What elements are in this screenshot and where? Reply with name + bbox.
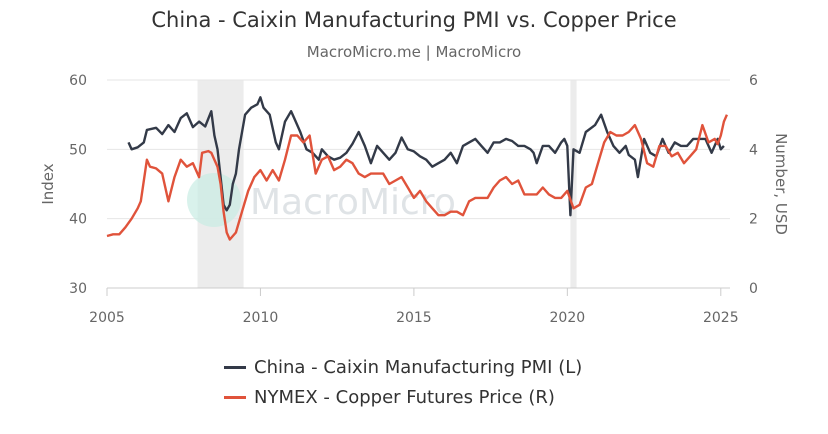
chart-subtitle: MacroMicro.me | MacroMicro xyxy=(306,43,522,61)
line-chart: MacroMicro 30 40 50 60 0 2 4 6 2005 2010 2015 2020 2… xyxy=(39,73,790,326)
legend-label-pmi: China - Caixin Manufacturing PMI (L) xyxy=(254,356,583,378)
y-left-tick-label: 50 xyxy=(69,142,87,158)
x-tick-label: 2020 xyxy=(550,310,586,326)
legend-swatch-pmi xyxy=(224,365,246,369)
y-right-tick-label: 4 xyxy=(749,142,758,158)
x-tick-label: 2010 xyxy=(243,310,279,326)
axes: 30 40 50 60 0 2 4 6 2005 2010 2015 2020 2025 xyxy=(69,73,758,326)
legend: China - Caixin Manufacturing PMI (L) NYM… xyxy=(224,352,582,412)
shaded-period-1 xyxy=(570,80,577,288)
x-tick-label: 2025 xyxy=(703,310,739,326)
y-right-tick-label: 2 xyxy=(749,212,758,228)
legend-item-pmi[interactable]: China - Caixin Manufacturing PMI (L) xyxy=(224,352,582,382)
y-left-tick-label: 60 xyxy=(69,73,87,89)
macromicro-logo-icon xyxy=(187,173,241,227)
legend-item-copper[interactable]: NYMEX - Copper Futures Price (R) xyxy=(224,382,582,412)
y-right-tick-label: 0 xyxy=(749,281,758,297)
y-left-tick-label: 30 xyxy=(69,281,87,297)
y-right-tick-label: 6 xyxy=(749,73,758,89)
series-lines xyxy=(106,96,729,241)
y-left-tick-label: 40 xyxy=(69,212,87,228)
y-axis-right-label: Number, USD xyxy=(772,133,790,235)
watermark-text: MacroMicro xyxy=(250,182,456,223)
legend-label-copper: NYMEX - Copper Futures Price (R) xyxy=(254,386,555,408)
legend-swatch-copper xyxy=(224,395,246,399)
y-axis-left-label: Index xyxy=(39,163,57,204)
x-tick-label: 2015 xyxy=(396,310,432,326)
chart-title: China - Caixin Manufacturing PMI vs. Cop… xyxy=(151,8,677,32)
series-line-copper xyxy=(106,114,729,241)
watermark: MacroMicro xyxy=(187,173,456,227)
x-tick-label: 2005 xyxy=(89,310,125,326)
